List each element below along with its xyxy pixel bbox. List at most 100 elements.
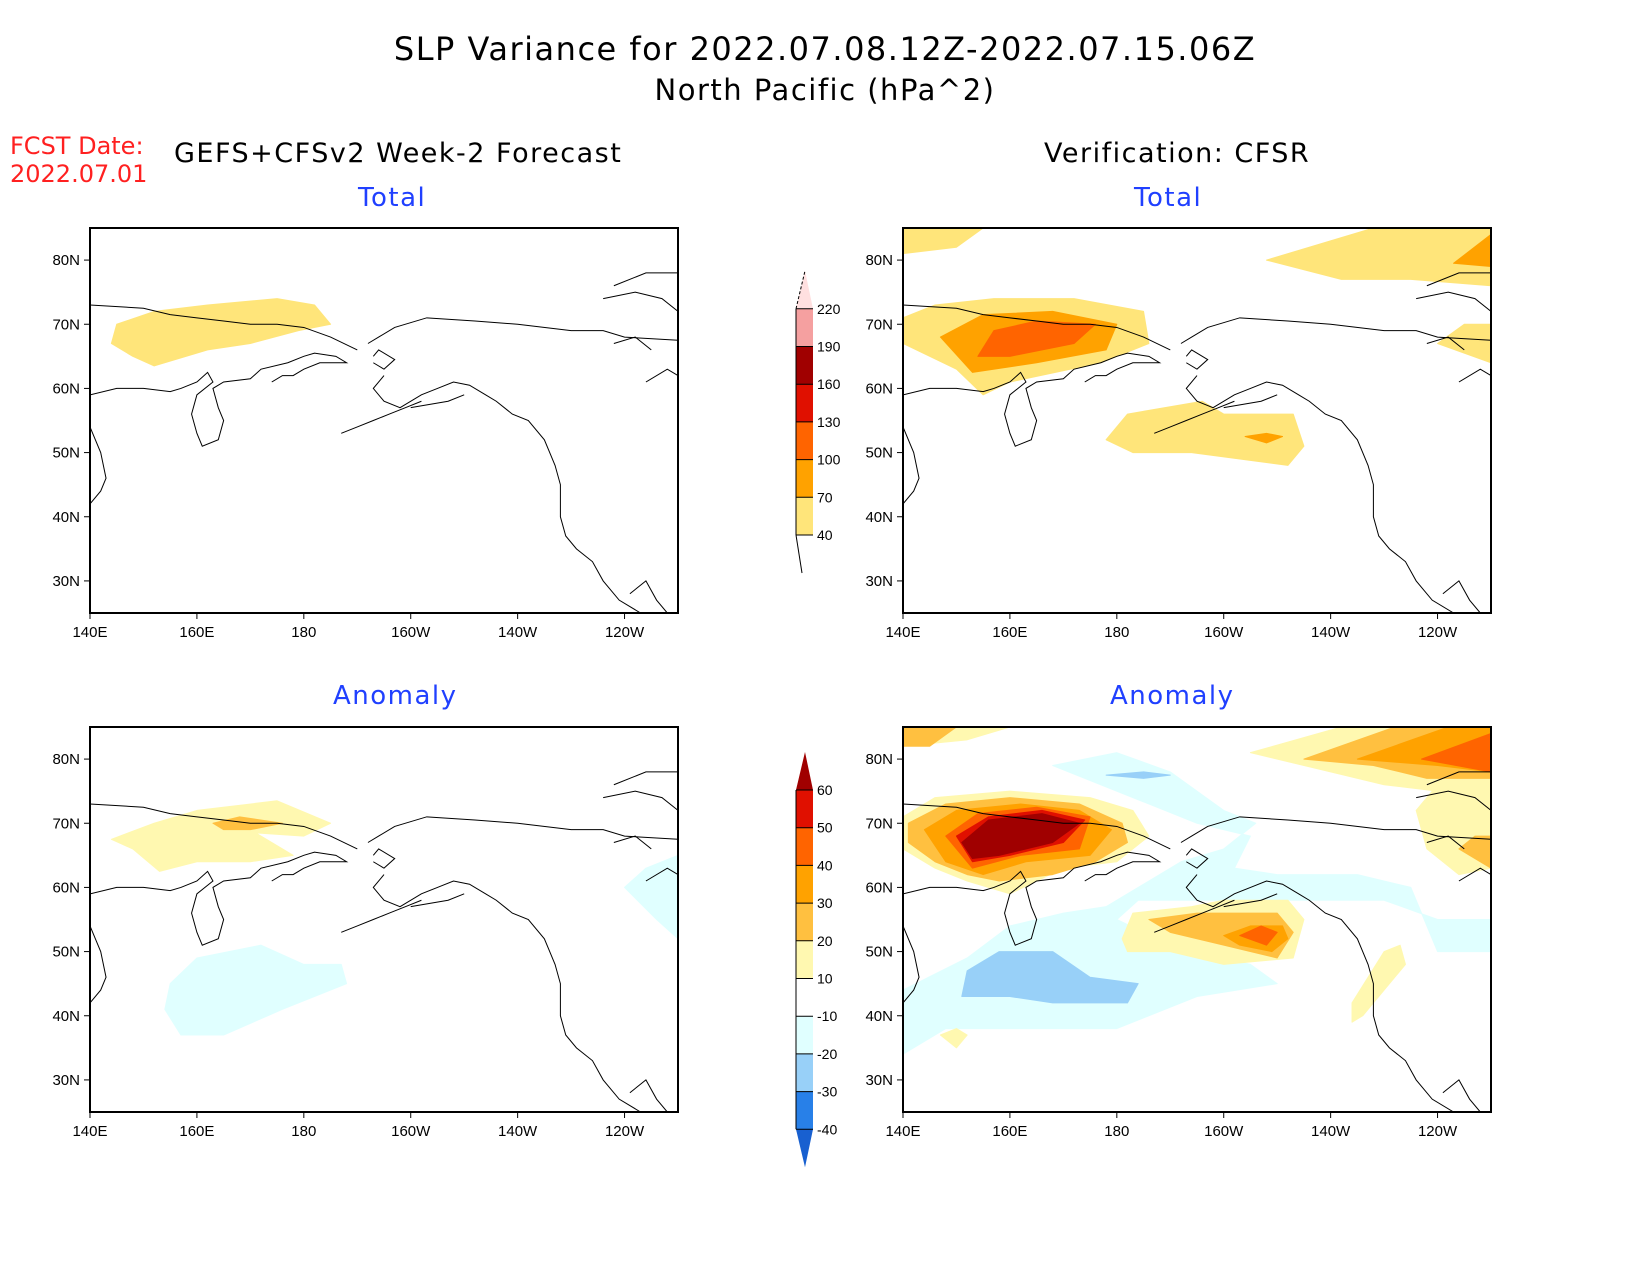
y-tick-label: 80N — [52, 252, 80, 269]
coastline — [1185, 375, 1454, 613]
verification-anomaly-shaded-region — [1351, 944, 1406, 1023]
verification-total-shaded-region — [1244, 432, 1284, 444]
colorbar-lower-extension — [795, 534, 803, 574]
coastline — [341, 899, 422, 933]
colorbar-label: 40 — [817, 857, 833, 873]
fcst-date-value: 2022.07.01 — [10, 160, 148, 188]
coastline — [410, 893, 465, 908]
y-tick-label: 60N — [52, 380, 80, 397]
coastline — [372, 375, 641, 613]
coastline — [1180, 816, 1491, 843]
verification-total-shaded-region — [1265, 228, 1491, 287]
x-tick-label: 140E — [885, 624, 920, 641]
colorbar-label: 50 — [817, 820, 833, 836]
verification-total-shaded-region — [1453, 233, 1491, 267]
colorbar-segment — [796, 940, 813, 979]
colorbar-segment — [796, 459, 813, 498]
coastline — [603, 790, 678, 811]
x-tick-label: 180 — [1104, 624, 1129, 641]
coastline — [903, 352, 1162, 447]
coastline — [645, 867, 678, 882]
colorbar-label: 160 — [817, 376, 841, 392]
coastline — [367, 317, 678, 344]
x-tick-label: 140W — [498, 1123, 538, 1140]
colorbar-segment — [796, 308, 813, 347]
coastline — [903, 925, 920, 1004]
colorbar-label: -20 — [817, 1046, 837, 1062]
x-tick-label: 160W — [1204, 624, 1244, 641]
coastline — [903, 803, 1171, 850]
main-title: SLP Variance for 2022.07.08.12Z-2022.07.… — [393, 30, 1257, 68]
colorbar-segment — [796, 1091, 813, 1130]
coastline — [1154, 400, 1235, 434]
verification-anomaly-shaded-region — [1421, 732, 1491, 773]
coastline — [903, 426, 920, 505]
colorbar-label: 40 — [817, 527, 833, 543]
y-tick-label: 40N — [865, 1008, 893, 1025]
y-tick-label: 50N — [865, 944, 893, 961]
x-tick-label: 140E — [72, 1123, 107, 1140]
colorbar-segment — [796, 1016, 813, 1054]
colorbar-upper-extension — [796, 752, 813, 790]
colorbar-lower-extension — [796, 1129, 813, 1168]
y-tick-label: 60N — [865, 380, 893, 397]
y-tick-label: 30N — [865, 573, 893, 590]
colorbar-segment — [796, 384, 813, 422]
coastline — [613, 771, 678, 786]
forecast-column-title: GEFS+CFSv2 Week-2 Forecast — [174, 138, 623, 169]
coastline — [1185, 874, 1454, 1112]
colorbar-segment — [796, 421, 813, 460]
y-tick-label: 70N — [865, 316, 893, 333]
coastline — [613, 272, 678, 287]
forecast-total-frame — [89, 227, 679, 614]
x-tick-label: 180 — [291, 624, 316, 641]
x-tick-label: 160E — [992, 624, 1027, 641]
colorbar-segment — [796, 790, 813, 828]
coastline — [603, 291, 678, 312]
verification-anomaly-shaded-region — [1105, 771, 1171, 779]
coastline — [341, 400, 422, 434]
coastline — [903, 851, 1162, 946]
x-tick-label: 120W — [605, 624, 645, 641]
y-tick-label: 60N — [865, 879, 893, 896]
x-tick-label: 120W — [605, 1123, 645, 1140]
verification-anomaly-shaded-region — [903, 727, 957, 747]
x-tick-label: 160E — [179, 1123, 214, 1140]
coastline — [90, 803, 358, 850]
colorbar-segment — [796, 865, 813, 904]
verification-total-frame — [902, 227, 1492, 614]
y-tick-label: 80N — [52, 751, 80, 768]
x-tick-label: 160W — [391, 1123, 431, 1140]
verification-anomaly-title: Anomaly — [1110, 681, 1235, 711]
verification-total-shaded-region — [903, 228, 984, 255]
y-tick-label: 70N — [52, 316, 80, 333]
verification-total-panel: 140E 160E 180 160W 140W 120W 30N 40N 50N 60N 70N 80… — [865, 227, 1492, 641]
coastline — [1223, 394, 1278, 409]
x-tick-label: 120W — [1418, 1123, 1458, 1140]
verification-total-shaded-region — [1437, 323, 1491, 364]
colorbar-label: 20 — [817, 933, 833, 949]
forecast-anomaly-shaded-region — [110, 800, 332, 872]
x-tick-label: 160E — [992, 1123, 1027, 1140]
colorbar-label: 100 — [817, 452, 841, 468]
coastline — [372, 349, 396, 370]
colorbar-segment — [796, 1053, 813, 1092]
x-tick-label: 140W — [498, 624, 538, 641]
forecast-anomaly-shaded-region — [164, 944, 348, 1036]
x-tick-label: 160W — [391, 624, 431, 641]
coastline — [1416, 790, 1491, 811]
colorbar-label: -30 — [817, 1084, 837, 1100]
colorbar-label: 70 — [817, 489, 833, 505]
coastline — [372, 874, 641, 1112]
forecast-anomaly-panel: 140E 160E 180 160W 140W 120W 30N 40N 50N 60N 70N 80… — [52, 726, 679, 1140]
coastline — [1442, 580, 1481, 613]
y-tick-label: 30N — [865, 1072, 893, 1089]
coastline — [903, 304, 1171, 351]
coastline — [90, 925, 107, 1004]
fcst-date-label: FCST Date: — [10, 132, 144, 160]
colorbar-segment — [796, 497, 813, 535]
y-tick-label: 40N — [52, 509, 80, 526]
x-tick-label: 180 — [291, 1123, 316, 1140]
colorbar-label: 130 — [817, 414, 841, 430]
